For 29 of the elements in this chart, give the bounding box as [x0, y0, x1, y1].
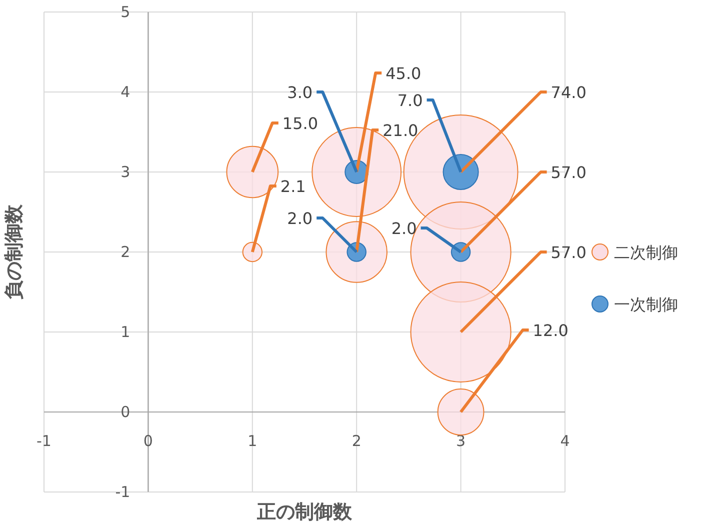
- y-tick-label: 4: [120, 83, 130, 101]
- y-tick-label: 5: [120, 3, 130, 21]
- data-label: 3.0: [287, 83, 313, 102]
- x-tick-label: 4: [560, 432, 570, 450]
- data-label: 57.0: [550, 163, 586, 182]
- legend-label: 一次制御: [614, 295, 678, 314]
- y-tick-label: 1: [120, 323, 130, 341]
- data-label: 74.0: [550, 83, 586, 102]
- data-label: 12.0: [532, 321, 568, 340]
- data-label: 2.0: [287, 209, 313, 228]
- data-label: 45.0: [386, 64, 422, 83]
- x-tick-label: 1: [248, 432, 258, 450]
- data-label: 2.0: [391, 219, 417, 238]
- x-axis-title: 正の制御数: [256, 501, 353, 523]
- y-tick-label: -1: [115, 483, 130, 501]
- data-label: 15.0: [282, 114, 318, 133]
- data-label: 2.1: [280, 177, 306, 196]
- x-tick-label: 2: [352, 432, 362, 450]
- data-label: 21.0: [382, 121, 418, 140]
- y-tick-label: 0: [120, 403, 130, 421]
- legend-label: 二次制御: [614, 243, 678, 262]
- data-label: 7.0: [397, 91, 423, 110]
- x-tick-label: -1: [36, 432, 52, 450]
- y-tick-label: 3: [120, 163, 130, 181]
- x-tick-label: 0: [143, 432, 153, 450]
- data-label: 57.0: [550, 243, 586, 262]
- y-axis-title: 負の制御数: [3, 204, 25, 300]
- x-tick-label: 3: [456, 432, 466, 450]
- y-tick-label: 2: [120, 243, 130, 261]
